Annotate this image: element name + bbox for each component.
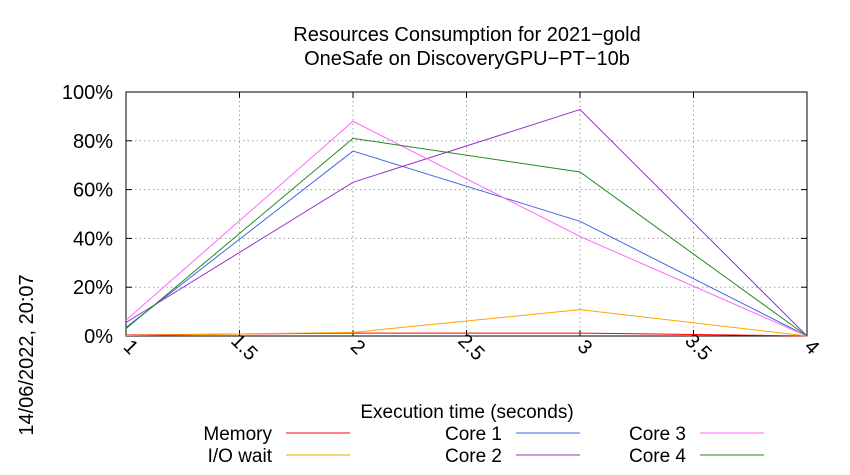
grid [126, 92, 807, 336]
y-tick-label: 80% [73, 131, 113, 153]
legend-label-core-1: Core 1 [445, 424, 502, 445]
series-line-core-4 [125, 137, 808, 337]
x-tick-label: 1.5 [226, 330, 261, 365]
series-line-core-3 [125, 120, 808, 337]
series-line-i-o-wait [125, 309, 808, 337]
x-tick-label: 2 [346, 336, 369, 359]
y-tick-label: 20% [73, 277, 113, 299]
chart-title-line-2: OneSafe on DiscoveryGPU−PT−10b [304, 48, 630, 70]
y-tick-label: 0% [84, 326, 113, 348]
x-tick-label: 3 [573, 336, 596, 359]
timestamp-label: 14/06/2022, 20:07 [16, 274, 38, 435]
legend-label-i-o-wait: I/O wait [208, 446, 273, 467]
x-tick-label: 2.5 [453, 330, 488, 365]
x-axis-label: Execution time (seconds) [360, 402, 573, 423]
legend-label-core-4: Core 4 [629, 446, 686, 467]
x-tick-label: 1 [119, 336, 142, 359]
legend-label-core-3: Core 3 [629, 424, 686, 445]
series-line-core-2 [125, 108, 808, 337]
x-ticks: 1 1.5 2 2.5 3 3.5 4 [119, 92, 823, 365]
series-lines [125, 108, 808, 337]
y-tick-label: 40% [73, 228, 113, 250]
x-tick-label: 4 [800, 336, 823, 359]
y-tick-label: 60% [73, 180, 113, 202]
legend-label-memory: Memory [203, 424, 272, 445]
series-line-core-1 [125, 150, 808, 337]
chart-title-line-1: Resources Consumption for 2021−gold [293, 24, 640, 46]
y-ticks: 0% 20% 40% 60% 80% 100% [62, 82, 807, 348]
y-tick-label: 100% [62, 82, 113, 104]
legend-label-core-2: Core 2 [445, 446, 502, 467]
